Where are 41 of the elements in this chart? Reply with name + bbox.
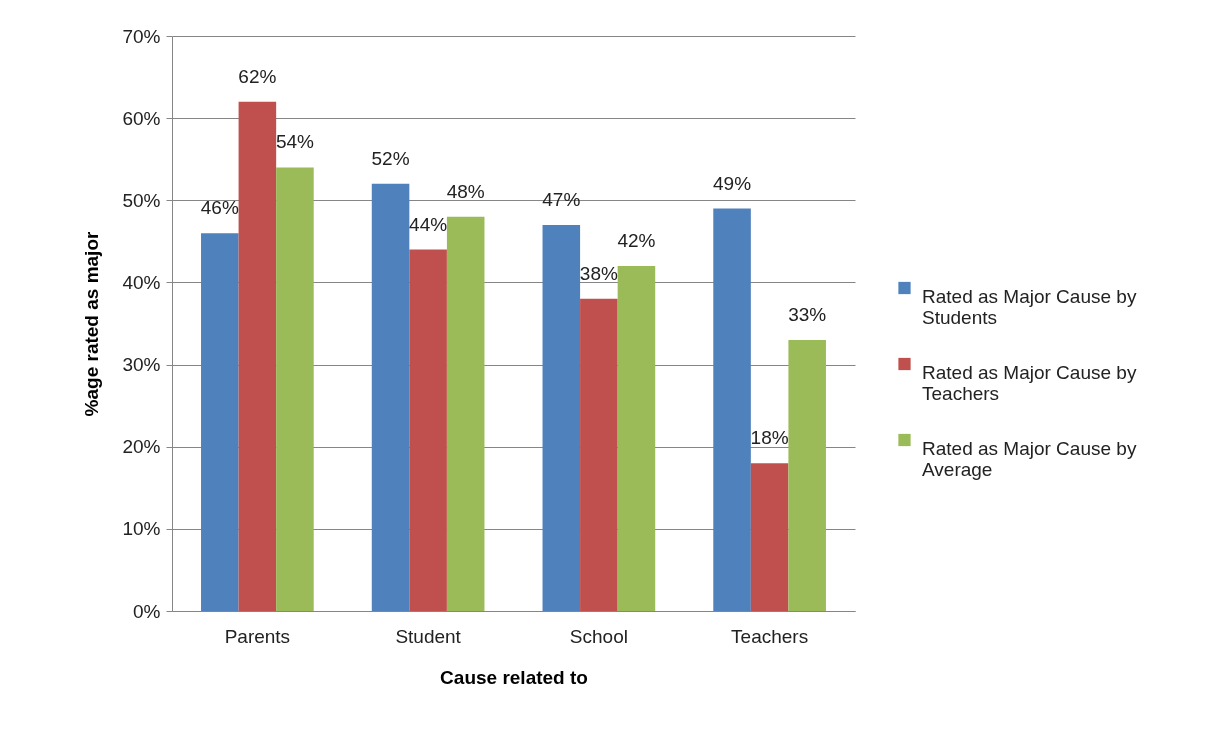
- x-tick-label: Teachers: [731, 625, 809, 647]
- y-tick-label: 30%: [122, 354, 161, 376]
- data-label: 49%: [713, 172, 752, 194]
- data-label: 46%: [200, 197, 239, 219]
- bar: [201, 233, 239, 611]
- y-tick-label: 70%: [122, 25, 161, 47]
- x-axis-title: Cause related to: [440, 666, 588, 688]
- bar: [409, 249, 447, 611]
- data-label: 18%: [750, 427, 789, 449]
- bar: [371, 183, 410, 611]
- legend-label: Rated as Major Cause by Students: [922, 286, 1137, 328]
- y-tick-label: 50%: [122, 189, 161, 211]
- bar: [713, 208, 751, 611]
- y-tick-label: 60%: [122, 107, 161, 129]
- bar: [446, 216, 485, 611]
- x-tick-label: Student: [395, 625, 462, 647]
- y-tick-label: 40%: [122, 271, 161, 293]
- data-label: 47%: [542, 188, 581, 210]
- bar: [238, 101, 277, 611]
- data-label: 62%: [238, 65, 277, 87]
- x-tick-label: School: [569, 625, 628, 647]
- legend-label: Rated as Major Cause by Average: [922, 438, 1137, 480]
- data-label: 33%: [788, 303, 827, 325]
- bar: [617, 266, 656, 611]
- y-tick-label: 0%: [133, 600, 161, 622]
- legend-label: Rated as Major Cause by Teachers: [922, 362, 1137, 404]
- y-axis-title: %age rated as major: [81, 231, 103, 417]
- bar: [276, 167, 314, 611]
- y-tick-label: 10%: [122, 518, 161, 540]
- bar: [580, 298, 618, 611]
- data-label: 44%: [409, 213, 448, 235]
- data-label: 54%: [275, 131, 315, 153]
- y-tick-label: 20%: [122, 436, 161, 458]
- bar: [750, 463, 789, 611]
- data-label: 48%: [446, 180, 485, 202]
- data-label: 52%: [371, 147, 410, 169]
- data-label: 38%: [579, 262, 618, 284]
- x-tick-label: Parents: [224, 625, 291, 647]
- bar: [542, 224, 581, 611]
- data-label: 42%: [617, 230, 656, 251]
- bar: [788, 339, 826, 611]
